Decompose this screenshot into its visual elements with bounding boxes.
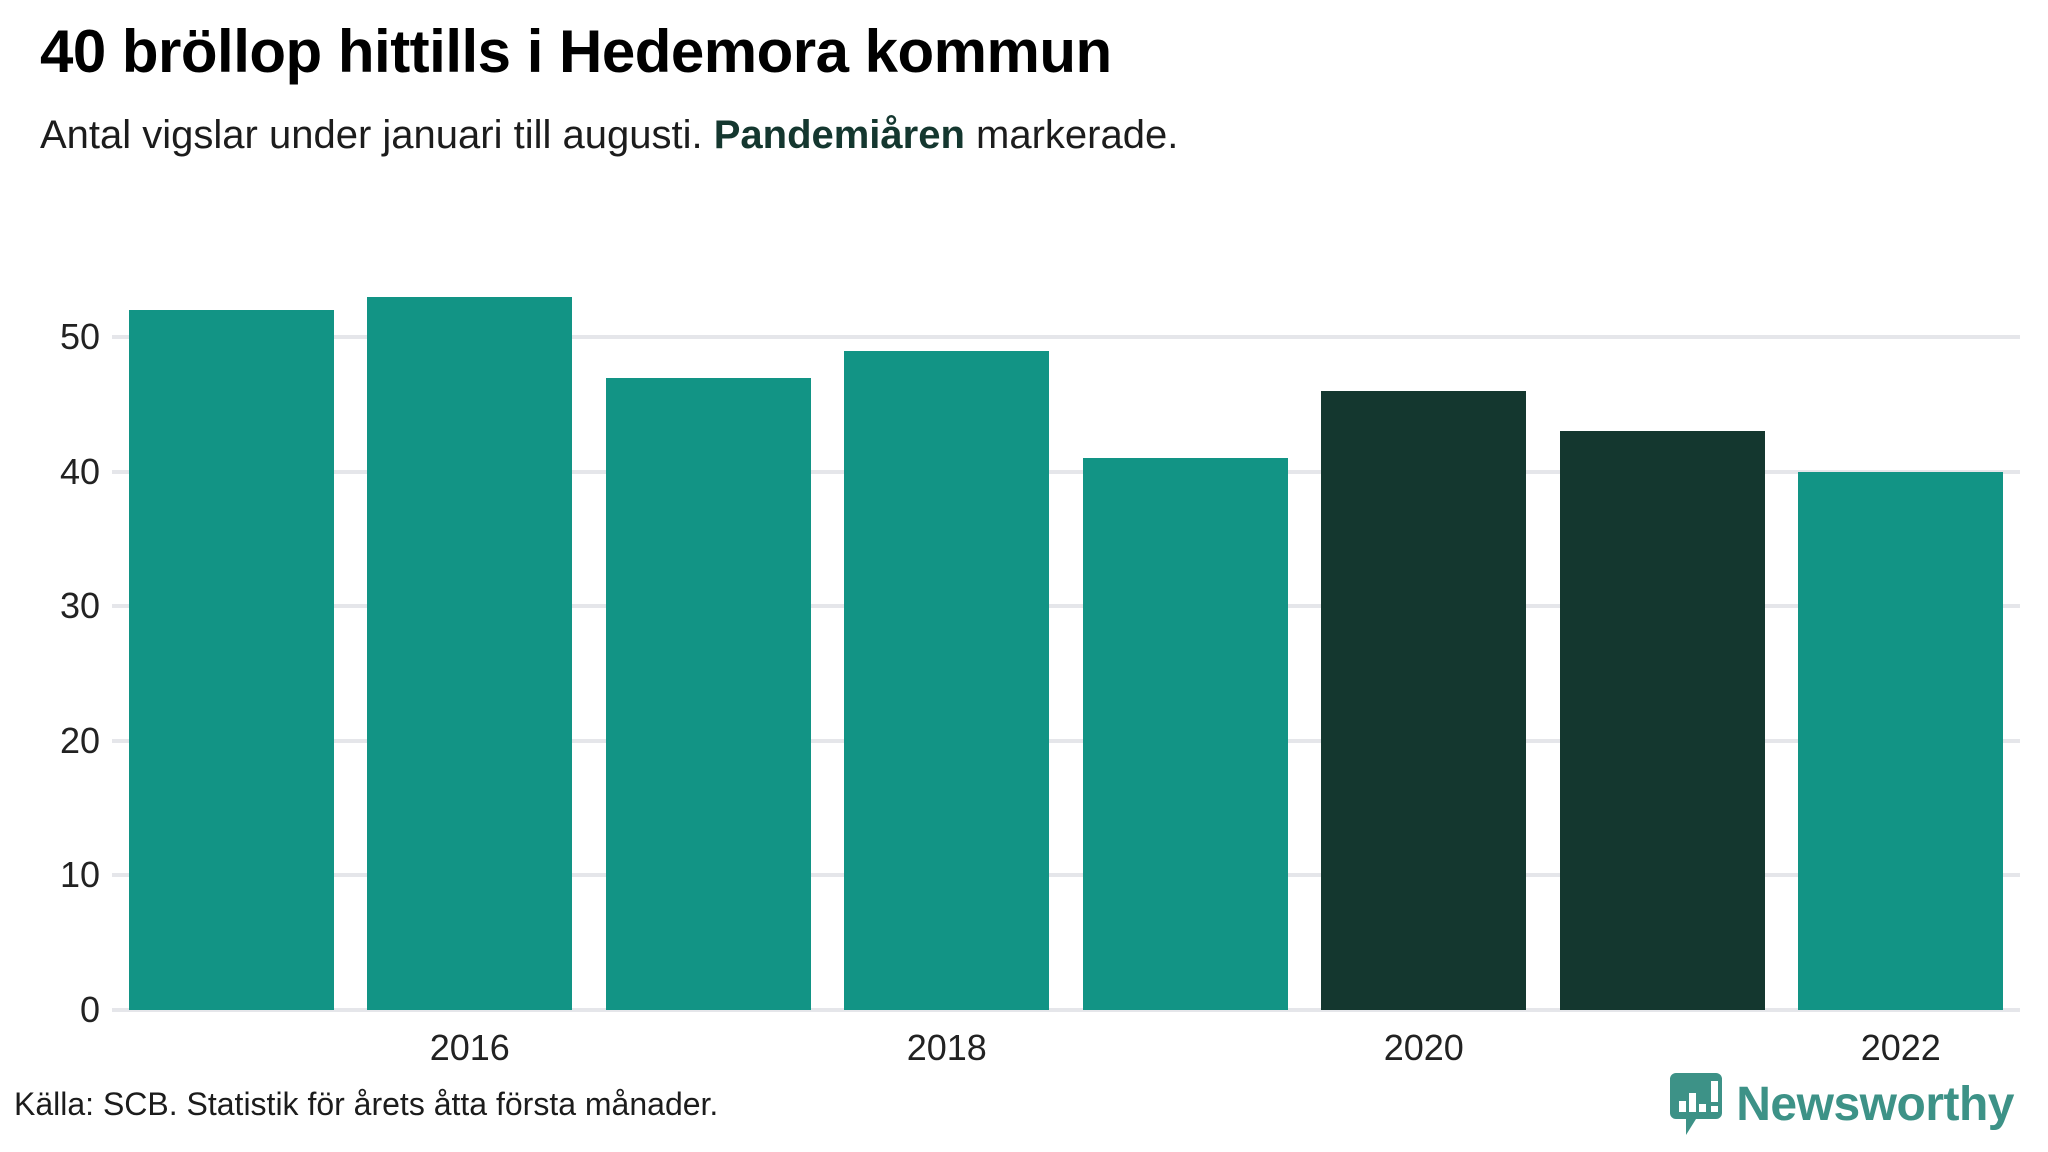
- gridline: [112, 469, 2020, 474]
- subtitle-text-after: markerade.: [964, 113, 1179, 158]
- chart-subtitle: Antal vigslar under januari till augusti…: [40, 111, 2008, 159]
- bar-2020[interactable]: [1321, 391, 1527, 1010]
- x-axis-tick-label-2016: 2016: [429, 1027, 510, 1068]
- y-axis-tick-label: 0: [79, 989, 100, 1030]
- gridline: [112, 873, 2020, 878]
- y-axis-tick-label: 40: [59, 450, 100, 492]
- bar-2022[interactable]: [1798, 471, 2004, 1010]
- x-axis-tick-label-2020: 2020: [1383, 1027, 1464, 1068]
- bar-slot: [1305, 270, 1544, 1010]
- bar-slot: [1543, 270, 1782, 1010]
- y-axis-tick-label: 30: [59, 585, 100, 627]
- bar-slot: [1782, 270, 2021, 1010]
- bar-2017[interactable]: [605, 377, 811, 1010]
- gridline: [112, 1008, 2020, 1012]
- bar-slot: [828, 270, 1067, 1010]
- bar-series: [112, 270, 2020, 1010]
- subtitle-text-before: Antal vigslar under januari till augusti…: [40, 113, 714, 158]
- bar-2021[interactable]: [1559, 431, 1765, 1010]
- y-axis-tick-label: 50: [59, 316, 100, 358]
- page-title: 40 bröllop hittills i Hedemora kommun: [40, 18, 1112, 85]
- bar-slot: [351, 270, 590, 1010]
- gridline: [112, 738, 2020, 743]
- bar-2019[interactable]: [1082, 458, 1288, 1010]
- bar-slot: [589, 270, 828, 1010]
- gridline: [112, 604, 2020, 609]
- gridline: [112, 335, 2020, 340]
- y-axis: 0 10 20 30 40 50: [0, 270, 100, 1030]
- chart-header: 40 bröllop hittills i Hedemora kommun An…: [0, 0, 2048, 159]
- bar-slot: [112, 270, 351, 1010]
- bar-2018[interactable]: [844, 350, 1050, 1010]
- x-axis-tick-label-2022: 2022: [1860, 1027, 1941, 1068]
- bar-2016[interactable]: [367, 296, 573, 1010]
- newsworthy-logo[interactable]: Newsworthy: [1670, 1073, 2014, 1135]
- subtitle-highlight-pandemiaren: Pandemiåren: [713, 113, 965, 158]
- grid-area: [112, 270, 2020, 1012]
- plot-area: 0 10 20 30 40 50: [0, 270, 2048, 1030]
- y-axis-tick-label: 10: [59, 854, 100, 896]
- x-axis: 2016 2018 2020 2022: [112, 1018, 2020, 1078]
- x-axis-tick-label-2018: 2018: [906, 1027, 987, 1068]
- bar-2015[interactable]: [128, 310, 334, 1010]
- chart-footer: Källa: SCB. Statistik för årets åtta för…: [0, 1056, 2048, 1152]
- source-note: Källa: SCB. Statistik för årets åtta för…: [14, 1085, 719, 1122]
- y-axis-tick-label: 20: [59, 719, 100, 761]
- newsworthy-wordmark: Newsworthy: [1736, 1077, 2014, 1131]
- newsworthy-bar-chart-bubble-icon: [1670, 1073, 1723, 1135]
- bar-slot: [1066, 270, 1305, 1010]
